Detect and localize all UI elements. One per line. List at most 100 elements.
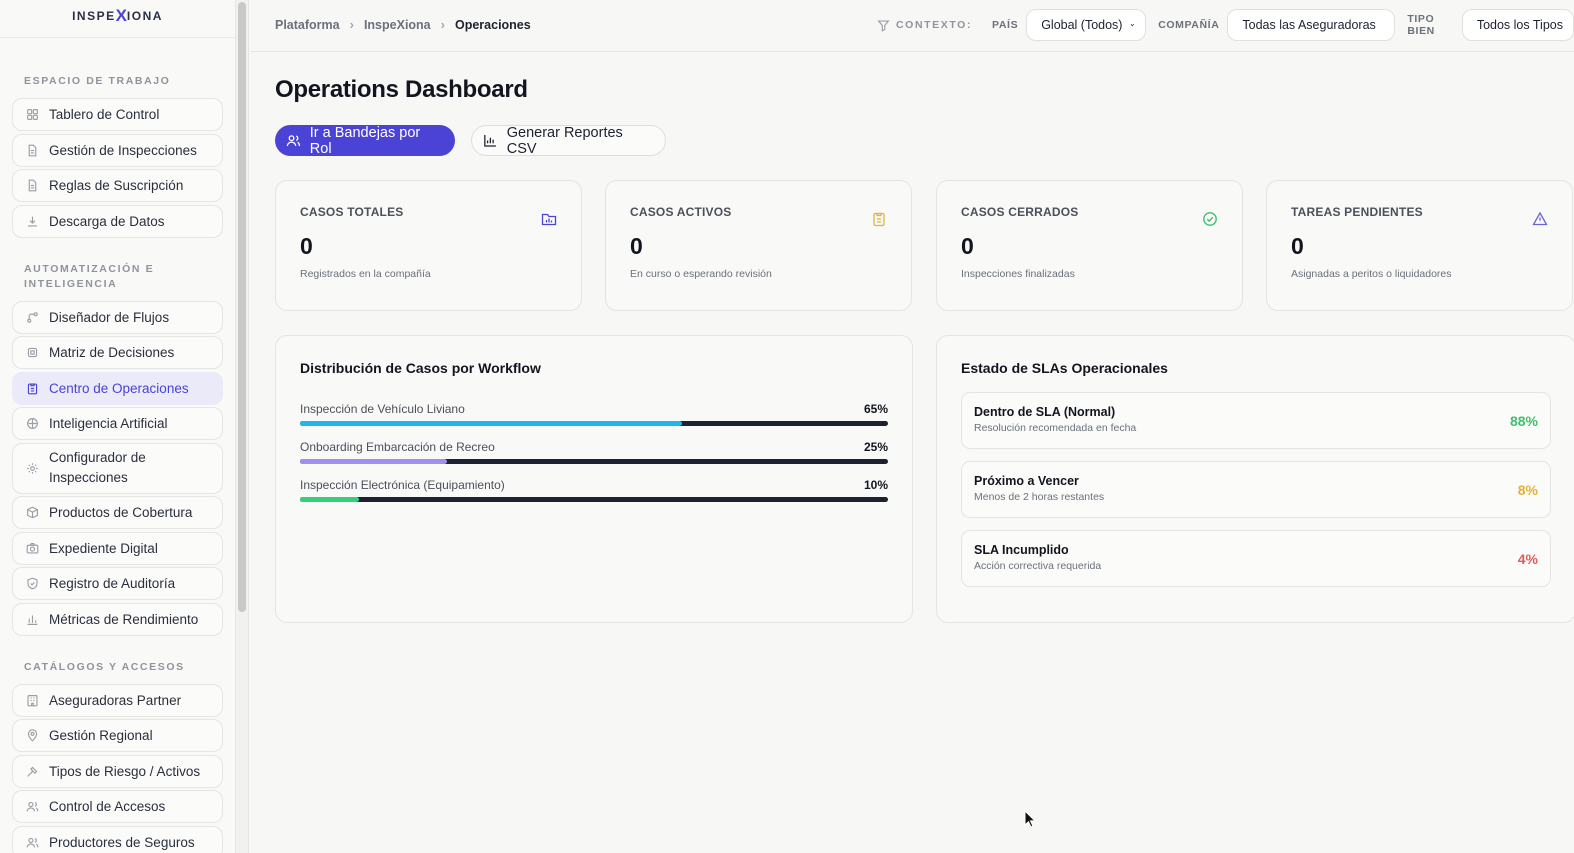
company-select[interactable]: Todas las Aseguradoras: [1227, 9, 1396, 41]
chevron-right-icon: ›: [349, 17, 354, 32]
sidebar-item-operations-center[interactable]: Centro de Operaciones: [12, 371, 223, 405]
sidebar-item-decision-matrix[interactable]: Matriz de Decisiones: [12, 336, 223, 369]
users-icon: [25, 835, 39, 849]
stat-value: 0: [630, 233, 643, 259]
page-title: Operations Dashboard: [275, 76, 528, 103]
folder-chart-icon: [541, 211, 557, 227]
users-icon: [25, 800, 39, 814]
building-icon: [25, 693, 39, 707]
filter-label-company: COMPAÑÍA: [1158, 19, 1220, 31]
sidebar-item-label: Tipos de Riesgo / Activos: [49, 763, 201, 779]
document-icon: [25, 143, 39, 157]
stat-card-active-cases: CASOS ACTIVOS 0 En curso o esperando rev…: [605, 180, 912, 311]
sidebar-item-label: Control de Accesos: [49, 799, 166, 814]
sidebar-item-insurance-producers[interactable]: Productores de Seguros: [12, 825, 223, 853]
bar-chart-icon: [25, 612, 39, 626]
stat-desc: Inspecciones finalizadas: [961, 268, 1075, 280]
map-pin-icon: [25, 729, 39, 743]
sidebar-item-label: Centro de Operaciones: [49, 380, 189, 396]
check-circle-icon: [1202, 211, 1218, 227]
grid-icon: [25, 108, 39, 122]
stat-value: 0: [961, 233, 974, 259]
chevron-down-icon: [1131, 24, 1135, 27]
stat-value: 0: [300, 233, 313, 259]
clipboard-icon: [871, 211, 887, 227]
sidebar-item-coverage-products[interactable]: Productos de Cobertura: [12, 496, 223, 529]
panel-title: Estado de SLAs Operacionales: [961, 360, 1168, 376]
sla-subtitle: Resolución recomendada en fecha: [974, 422, 1137, 434]
sidebar-item-label: Matriz de Decisiones: [49, 345, 175, 360]
brain-icon: [25, 417, 39, 431]
sla-row-expiring: Próximo a Vencer Menos de 2 horas restan…: [961, 461, 1551, 518]
workflow-label: Inspección de Vehículo Liviano: [300, 402, 465, 416]
sidebar-item-label: Descarga de Datos: [49, 213, 165, 229]
workflow-icon: [25, 310, 39, 324]
context-label-text: CONTEXTO:: [896, 19, 973, 31]
workflow-percent: 10%: [863, 478, 888, 492]
workflow-label: Inspección Electrónica (Equipamiento): [300, 478, 505, 492]
sidebar-item-inspection-configurator[interactable]: Configurador de Inspecciones: [12, 442, 223, 494]
hammer-icon: [25, 764, 39, 778]
generate-csv-button[interactable]: Generar Reportes CSV: [471, 125, 666, 157]
stat-title: CASOS ACTIVOS: [630, 205, 732, 219]
sidebar-item-regional-management[interactable]: Gestión Regional: [12, 719, 223, 752]
stat-value: 0: [1291, 233, 1304, 259]
sla-percent: 88%: [1509, 413, 1538, 429]
country-select[interactable]: Global (Todos): [1026, 9, 1147, 41]
asset-type-select-value: Todos los Tipos: [1476, 18, 1563, 32]
brand-logo-pre: INSPE: [72, 8, 116, 23]
users-icon: [286, 135, 301, 147]
stat-desc: Registrados en la compañía: [300, 268, 431, 280]
filter-icon: [877, 19, 890, 32]
sidebar-item-performance-metrics[interactable]: Métricas de Rendimiento: [12, 602, 223, 636]
sidebar-item-flow-designer[interactable]: Diseñador de Flujos: [12, 300, 223, 334]
sla-percent: 4%: [1517, 551, 1538, 567]
section-title-automation: AUTOMATIZACIÓN E INTELIGENCIA: [24, 262, 155, 290]
sidebar-item-label: Gestión Regional: [49, 728, 153, 743]
sidebar-item-subscription-rules[interactable]: Reglas de Suscripción: [12, 169, 223, 202]
workflow-row: Inspección de Vehículo Liviano 65%: [300, 402, 888, 426]
stat-title: CASOS TOTALES: [300, 205, 404, 219]
context-label: CONTEXTO:: [877, 19, 972, 32]
sla-title: Dentro de SLA (Normal): [974, 405, 1116, 419]
sidebar-item-label: Métricas de Rendimiento: [49, 611, 199, 627]
warning-icon: [1532, 211, 1548, 227]
stat-card-pending-tasks: TAREAS PENDIENTES 0 Asignadas a peritos …: [1266, 180, 1573, 311]
sidebar-item-control-board[interactable]: Tablero de Control: [12, 98, 223, 131]
sidebar-item-inspections[interactable]: Gestión de Inspecciones: [12, 133, 223, 167]
breadcrumb-inspexiona[interactable]: InspeXiona: [363, 17, 431, 32]
sidebar-item-ai[interactable]: Inteligencia Artificial: [12, 407, 223, 440]
stat-desc: En curso o esperando revisión: [630, 268, 772, 280]
sidebar-item-digital-record[interactable]: Expediente Digital: [12, 531, 223, 565]
sidebar-scrollbar-thumb[interactable]: [238, 2, 246, 612]
brand-logo-post: IONA: [126, 8, 163, 23]
workflow-row: Onboarding Embarcación de Recreo 25%: [300, 440, 888, 464]
mouse-cursor-icon: [1024, 810, 1036, 828]
cpu-icon: [25, 346, 39, 360]
asset-type-select[interactable]: Todos los Tipos: [1461, 9, 1574, 41]
role-inbox-button[interactable]: Ir a Bandejas por Rol: [275, 125, 455, 157]
chevron-right-icon: ›: [440, 17, 445, 32]
panel-title: Distribución de Casos por Workflow: [300, 360, 541, 376]
sla-subtitle: Menos de 2 horas restantes: [974, 491, 1105, 503]
stat-title: CASOS CERRADOS: [961, 205, 1079, 219]
workflow-label: Onboarding Embarcación de Recreo: [300, 440, 495, 454]
sidebar-item-data-download[interactable]: Descarga de Datos: [12, 204, 223, 238]
breadcrumb-platform[interactable]: Plataforma: [275, 17, 340, 32]
stat-card-total-cases: CASOS TOTALES 0 Registrados en la compañ…: [275, 180, 582, 311]
workflow-percent: 65%: [863, 402, 888, 416]
brand-logo[interactable]: INSPE X IONA: [0, 0, 235, 38]
sidebar-item-partner-insurers[interactable]: Aseguradoras Partner: [12, 683, 223, 717]
breadcrumb-current: Operaciones: [454, 17, 531, 32]
progress-bar-fill: [300, 497, 359, 502]
sidebar-item-label: Productores de Seguros: [49, 834, 195, 850]
sla-status-panel: Estado de SLAs Operacionales Dentro de S…: [936, 335, 1574, 623]
sidebar-item-risk-types[interactable]: Tipos de Riesgo / Activos: [12, 754, 223, 788]
sidebar-item-audit-log[interactable]: Registro de Auditoría: [12, 567, 223, 600]
clipboard-icon: [25, 381, 39, 395]
sidebar-item-label: Diseñador de Flujos: [49, 309, 170, 325]
sidebar-item-access-control[interactable]: Control de Accesos: [12, 790, 223, 823]
progress-bar: [300, 497, 888, 502]
breadcrumb: Plataforma › InspeXiona › Operaciones: [275, 17, 531, 32]
workflow-percent: 25%: [863, 440, 888, 454]
